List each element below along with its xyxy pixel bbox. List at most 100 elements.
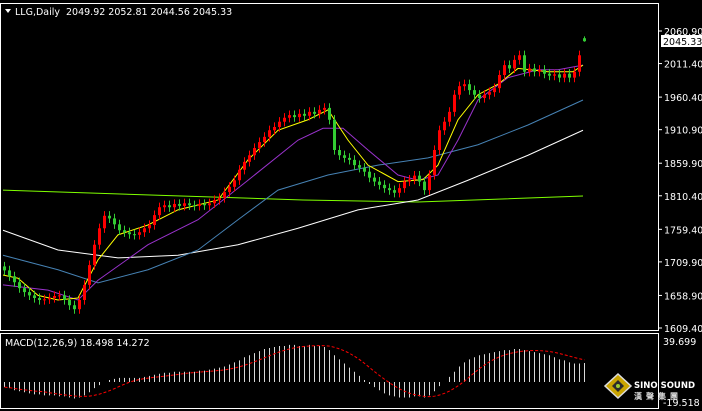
candle-body xyxy=(553,74,556,76)
candle-body xyxy=(93,244,96,266)
candle-body xyxy=(18,282,21,289)
candle xyxy=(198,199,201,211)
candle xyxy=(43,294,46,305)
candle-body xyxy=(23,288,26,293)
candle xyxy=(98,223,101,250)
candle-body xyxy=(248,155,251,162)
candle-body xyxy=(468,84,471,91)
price-tick-label: 1859.90 xyxy=(664,159,702,170)
candle-body xyxy=(378,181,381,185)
candle-body xyxy=(368,171,371,178)
candle-body xyxy=(123,230,126,233)
candle xyxy=(523,50,526,77)
candle xyxy=(393,185,396,198)
candle xyxy=(293,110,296,122)
candle-body xyxy=(383,184,386,189)
candle-body xyxy=(343,155,346,158)
candle-body xyxy=(118,224,121,231)
candle xyxy=(373,173,376,187)
candle xyxy=(248,150,251,167)
candle xyxy=(368,167,371,183)
candle-body xyxy=(68,299,71,306)
candle-body xyxy=(583,38,586,42)
candle-body xyxy=(273,126,276,131)
candle-body xyxy=(83,284,86,300)
dropdown-triangle-icon[interactable] xyxy=(5,9,11,13)
candle xyxy=(528,63,531,77)
candle xyxy=(288,110,291,123)
candle xyxy=(573,67,576,83)
candle-body xyxy=(73,305,76,310)
candle-body xyxy=(363,167,366,172)
candle-body xyxy=(253,148,256,156)
candle-body xyxy=(223,192,226,199)
candle xyxy=(78,295,81,314)
candle xyxy=(493,83,496,97)
candle xyxy=(108,211,111,224)
candle xyxy=(208,198,211,210)
candle xyxy=(483,90,486,103)
candle xyxy=(213,195,216,208)
candle xyxy=(183,198,186,211)
candle-body xyxy=(333,119,336,150)
candle-body xyxy=(423,181,426,191)
candle-body xyxy=(143,228,146,233)
candle xyxy=(283,113,286,127)
candle xyxy=(333,115,336,155)
logo-text: SINO SOUND xyxy=(634,381,695,391)
ohlc-readout: 2049.92 2052.81 2044.56 2045.33 xyxy=(66,7,232,18)
candle xyxy=(28,287,31,300)
candle-body xyxy=(448,111,451,122)
macd-panel-frame xyxy=(0,333,659,409)
candle xyxy=(268,125,271,142)
candle xyxy=(23,283,26,297)
price-tick-label: 1759.40 xyxy=(664,225,702,236)
candle-body xyxy=(238,169,241,181)
candle xyxy=(418,171,421,187)
candle-body xyxy=(208,203,211,206)
candle xyxy=(513,55,516,74)
candle-body xyxy=(88,265,91,285)
candle xyxy=(558,69,561,83)
moving-average-line xyxy=(2,129,584,259)
candle xyxy=(298,109,301,122)
candle-body xyxy=(473,90,476,95)
candle-body xyxy=(533,68,536,72)
candle xyxy=(398,183,401,198)
candle xyxy=(188,198,191,210)
candle xyxy=(543,65,546,79)
moving-average-line xyxy=(2,189,584,203)
candle xyxy=(63,290,66,305)
candle xyxy=(153,210,156,230)
candle-body xyxy=(578,55,581,72)
candle-body xyxy=(63,295,66,300)
candle xyxy=(463,79,466,91)
candle xyxy=(148,220,151,233)
price-tick-label: 1810.40 xyxy=(664,192,702,203)
price-tick-label: 1658.90 xyxy=(664,291,702,302)
candle xyxy=(83,280,86,305)
candle-body xyxy=(353,159,356,166)
candle-body xyxy=(108,215,111,219)
candle xyxy=(353,155,356,170)
candle-body xyxy=(178,203,181,206)
price-tick-label: 1910.90 xyxy=(664,126,702,137)
candle-body xyxy=(548,73,551,76)
candle-body xyxy=(263,136,266,143)
candle xyxy=(243,157,246,175)
candle xyxy=(223,187,226,203)
candle-body xyxy=(163,205,166,208)
candle xyxy=(93,240,96,270)
candle-body xyxy=(323,107,326,110)
candle-body xyxy=(258,142,261,149)
candle-body xyxy=(133,234,136,236)
candle-body xyxy=(558,74,561,78)
candle xyxy=(503,60,506,80)
candle xyxy=(498,70,501,93)
logo-chinese-text: 漢聲集團 xyxy=(634,391,682,401)
candle xyxy=(113,213,116,229)
candle-body xyxy=(138,232,141,235)
candle-body xyxy=(228,186,231,193)
candle-body xyxy=(168,205,171,208)
